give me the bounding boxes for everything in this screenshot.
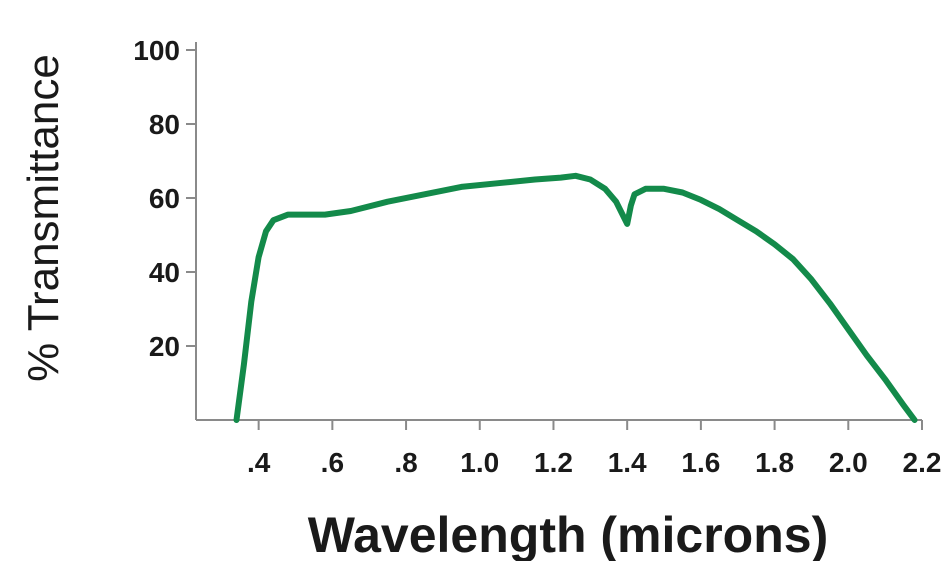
x-tick-label: .4 [247,447,271,478]
y-tick-label: 20 [149,331,180,362]
axis-ticks [186,49,923,430]
x-tick-label: .8 [394,447,417,478]
x-tick-label: 2.0 [829,447,868,478]
x-tick-label: 1.4 [608,447,647,478]
x-tick-label: 1.6 [681,447,720,478]
x-tick-label: .6 [321,447,344,478]
y-tick-label: 60 [149,183,180,214]
y-axis-title: % Transmittance [19,54,68,382]
y-tick-label: 100 [133,35,180,66]
y-tick-label: 80 [149,109,180,140]
axis-tick-labels: 20 40 60 80 100 .4 .6 .8 1.0 1.2 1.4 1.6 1.8 2.0 2.2 [133,35,941,478]
x-tick-label: 1.2 [534,447,573,478]
series-group [233,172,918,423]
x-tick-label: 2.2 [903,447,942,478]
x-tick-label: 1.8 [755,447,794,478]
x-tick-label: 1.0 [460,447,499,478]
x-axis-title: Wavelength (microns) [308,507,828,561]
transmittance-line [233,172,918,423]
y-tick-label: 40 [149,257,180,288]
axes [195,42,922,421]
